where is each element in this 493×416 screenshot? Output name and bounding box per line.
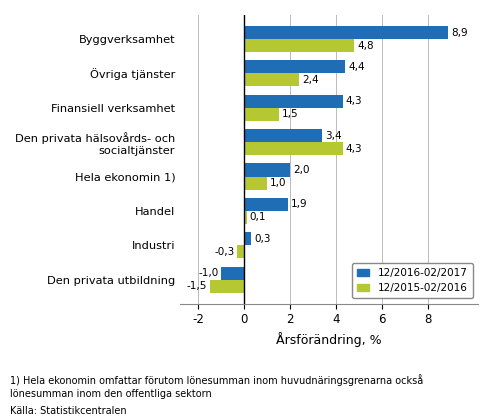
X-axis label: Årsförändring, %: Årsförändring, % xyxy=(276,332,382,347)
Bar xyxy=(244,73,299,87)
Text: 0,3: 0,3 xyxy=(254,234,271,244)
Text: 4,3: 4,3 xyxy=(346,96,362,106)
Text: 4,8: 4,8 xyxy=(357,41,374,51)
Text: 0,1: 0,1 xyxy=(249,213,266,223)
Text: 8,9: 8,9 xyxy=(451,27,468,37)
Legend: 12/2016-02/2017, 12/2015-02/2016: 12/2016-02/2017, 12/2015-02/2016 xyxy=(352,263,473,298)
Bar xyxy=(210,280,244,293)
Text: 1,0: 1,0 xyxy=(270,178,286,188)
Bar xyxy=(244,198,288,211)
Text: 1,9: 1,9 xyxy=(291,199,308,209)
Bar xyxy=(238,245,244,258)
Text: -0,3: -0,3 xyxy=(214,247,234,257)
Bar xyxy=(244,60,345,73)
Bar xyxy=(244,142,343,155)
Text: Källa: Statistikcentralen: Källa: Statistikcentralen xyxy=(10,406,127,416)
Bar xyxy=(244,108,279,121)
Bar xyxy=(244,211,246,224)
Text: -1,5: -1,5 xyxy=(186,281,207,291)
Bar xyxy=(244,176,267,190)
Text: 3,4: 3,4 xyxy=(325,131,342,141)
Bar xyxy=(244,39,354,52)
Text: 4,4: 4,4 xyxy=(348,62,365,72)
Bar xyxy=(244,26,448,39)
Text: 1) Hela ekonomin omfattar förutom lönesumman inom huvudnäringsgrenarna också: 1) Hela ekonomin omfattar förutom lönesu… xyxy=(10,374,423,386)
Bar xyxy=(244,232,251,245)
Bar xyxy=(244,129,322,142)
Text: 4,3: 4,3 xyxy=(346,144,362,154)
Text: lönesumman inom den offentliga sektorn: lönesumman inom den offentliga sektorn xyxy=(10,389,211,399)
Text: -1,0: -1,0 xyxy=(198,268,218,278)
Bar xyxy=(221,267,244,280)
Text: 2,0: 2,0 xyxy=(293,165,310,175)
Bar xyxy=(244,95,343,108)
Bar xyxy=(244,163,290,176)
Text: 2,4: 2,4 xyxy=(302,75,319,85)
Text: 1,5: 1,5 xyxy=(282,109,298,119)
